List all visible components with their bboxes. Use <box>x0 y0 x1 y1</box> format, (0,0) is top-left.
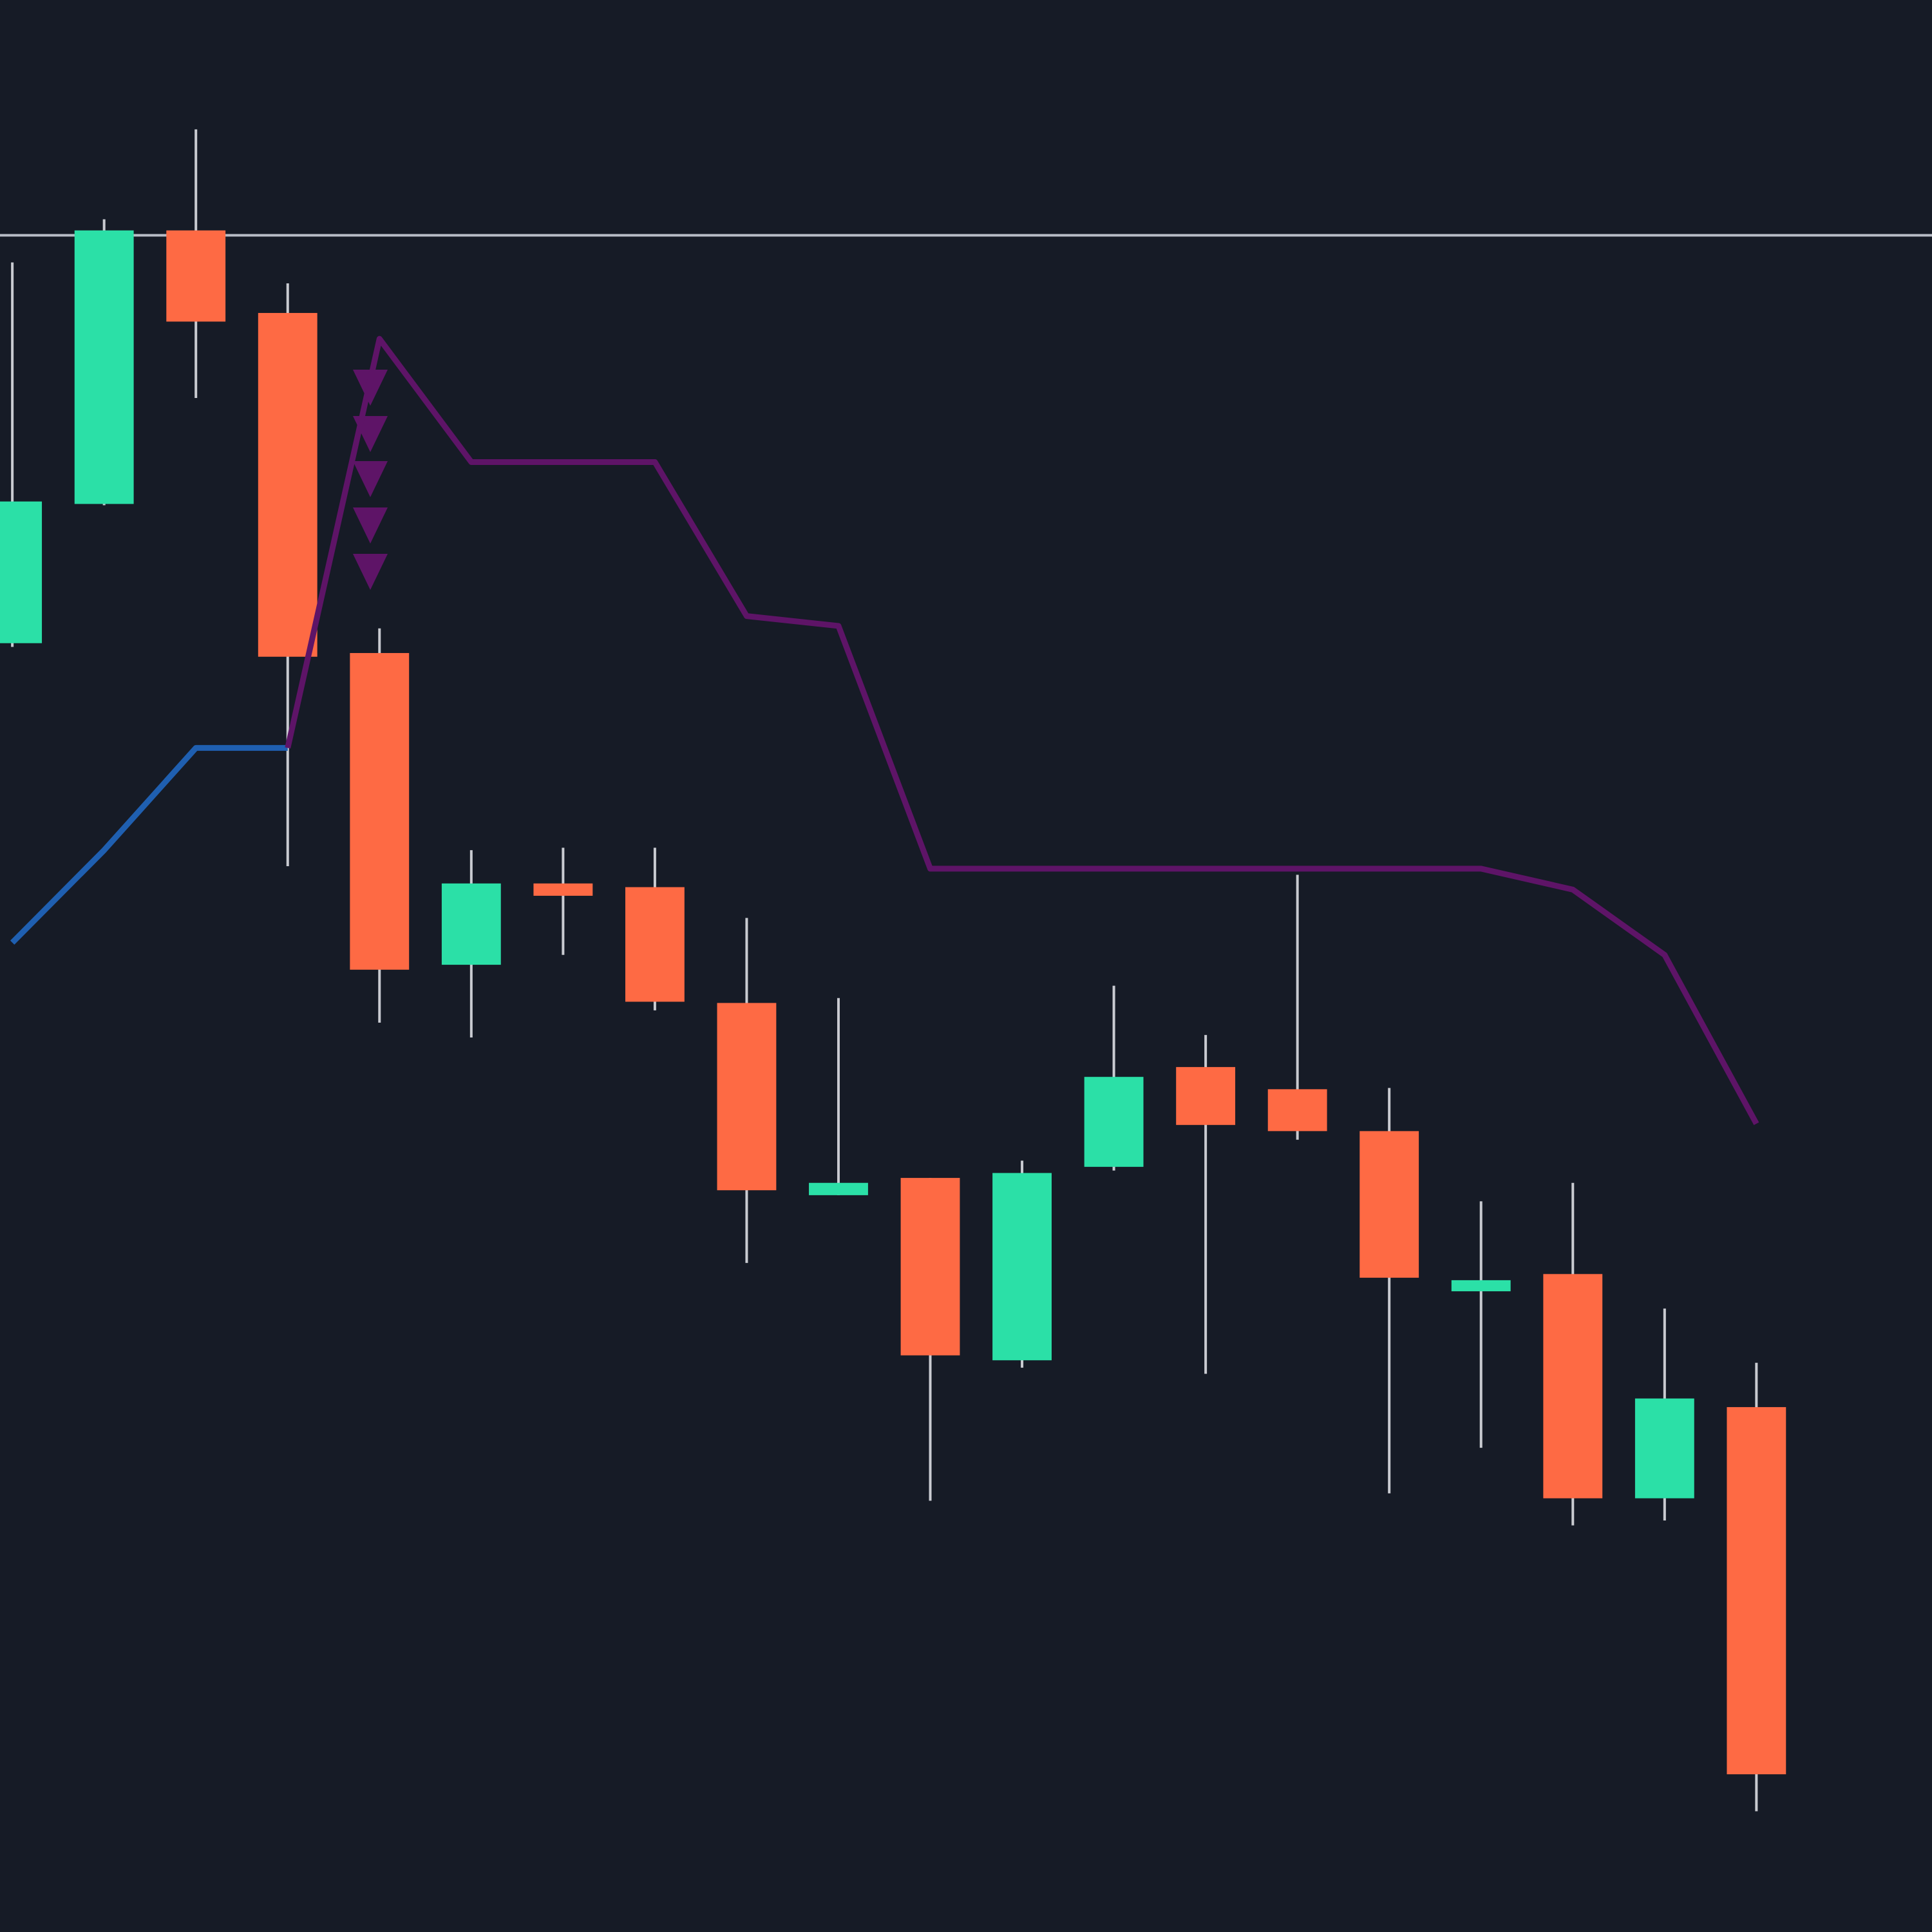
signal-arrow <box>353 461 388 497</box>
candle-body <box>1727 1406 1786 1775</box>
signal-arrow <box>353 554 388 590</box>
candle-body <box>809 1182 868 1195</box>
signal-arrow <box>353 507 388 544</box>
candle-body <box>717 1003 777 1191</box>
candle-body <box>1267 1089 1327 1132</box>
candle-body <box>533 883 593 896</box>
candle-body <box>1084 1077 1144 1167</box>
signal-markers <box>353 370 388 590</box>
candle-body <box>1359 1131 1419 1278</box>
candle-body <box>1543 1274 1603 1499</box>
candle-body <box>350 653 410 970</box>
candle-body <box>1176 1066 1236 1125</box>
candle-body <box>992 1173 1052 1361</box>
candle-body <box>900 1178 960 1356</box>
indicator-line <box>285 336 1759 1126</box>
candle-body <box>625 887 685 1002</box>
candle-body <box>441 883 501 965</box>
candle-body <box>258 312 317 657</box>
indicator-line <box>10 744 288 945</box>
candle-body <box>0 501 43 643</box>
candle-body <box>166 230 226 322</box>
candle-body <box>1634 1398 1694 1499</box>
candle-body <box>74 230 134 504</box>
candle-body <box>1451 1280 1511 1292</box>
